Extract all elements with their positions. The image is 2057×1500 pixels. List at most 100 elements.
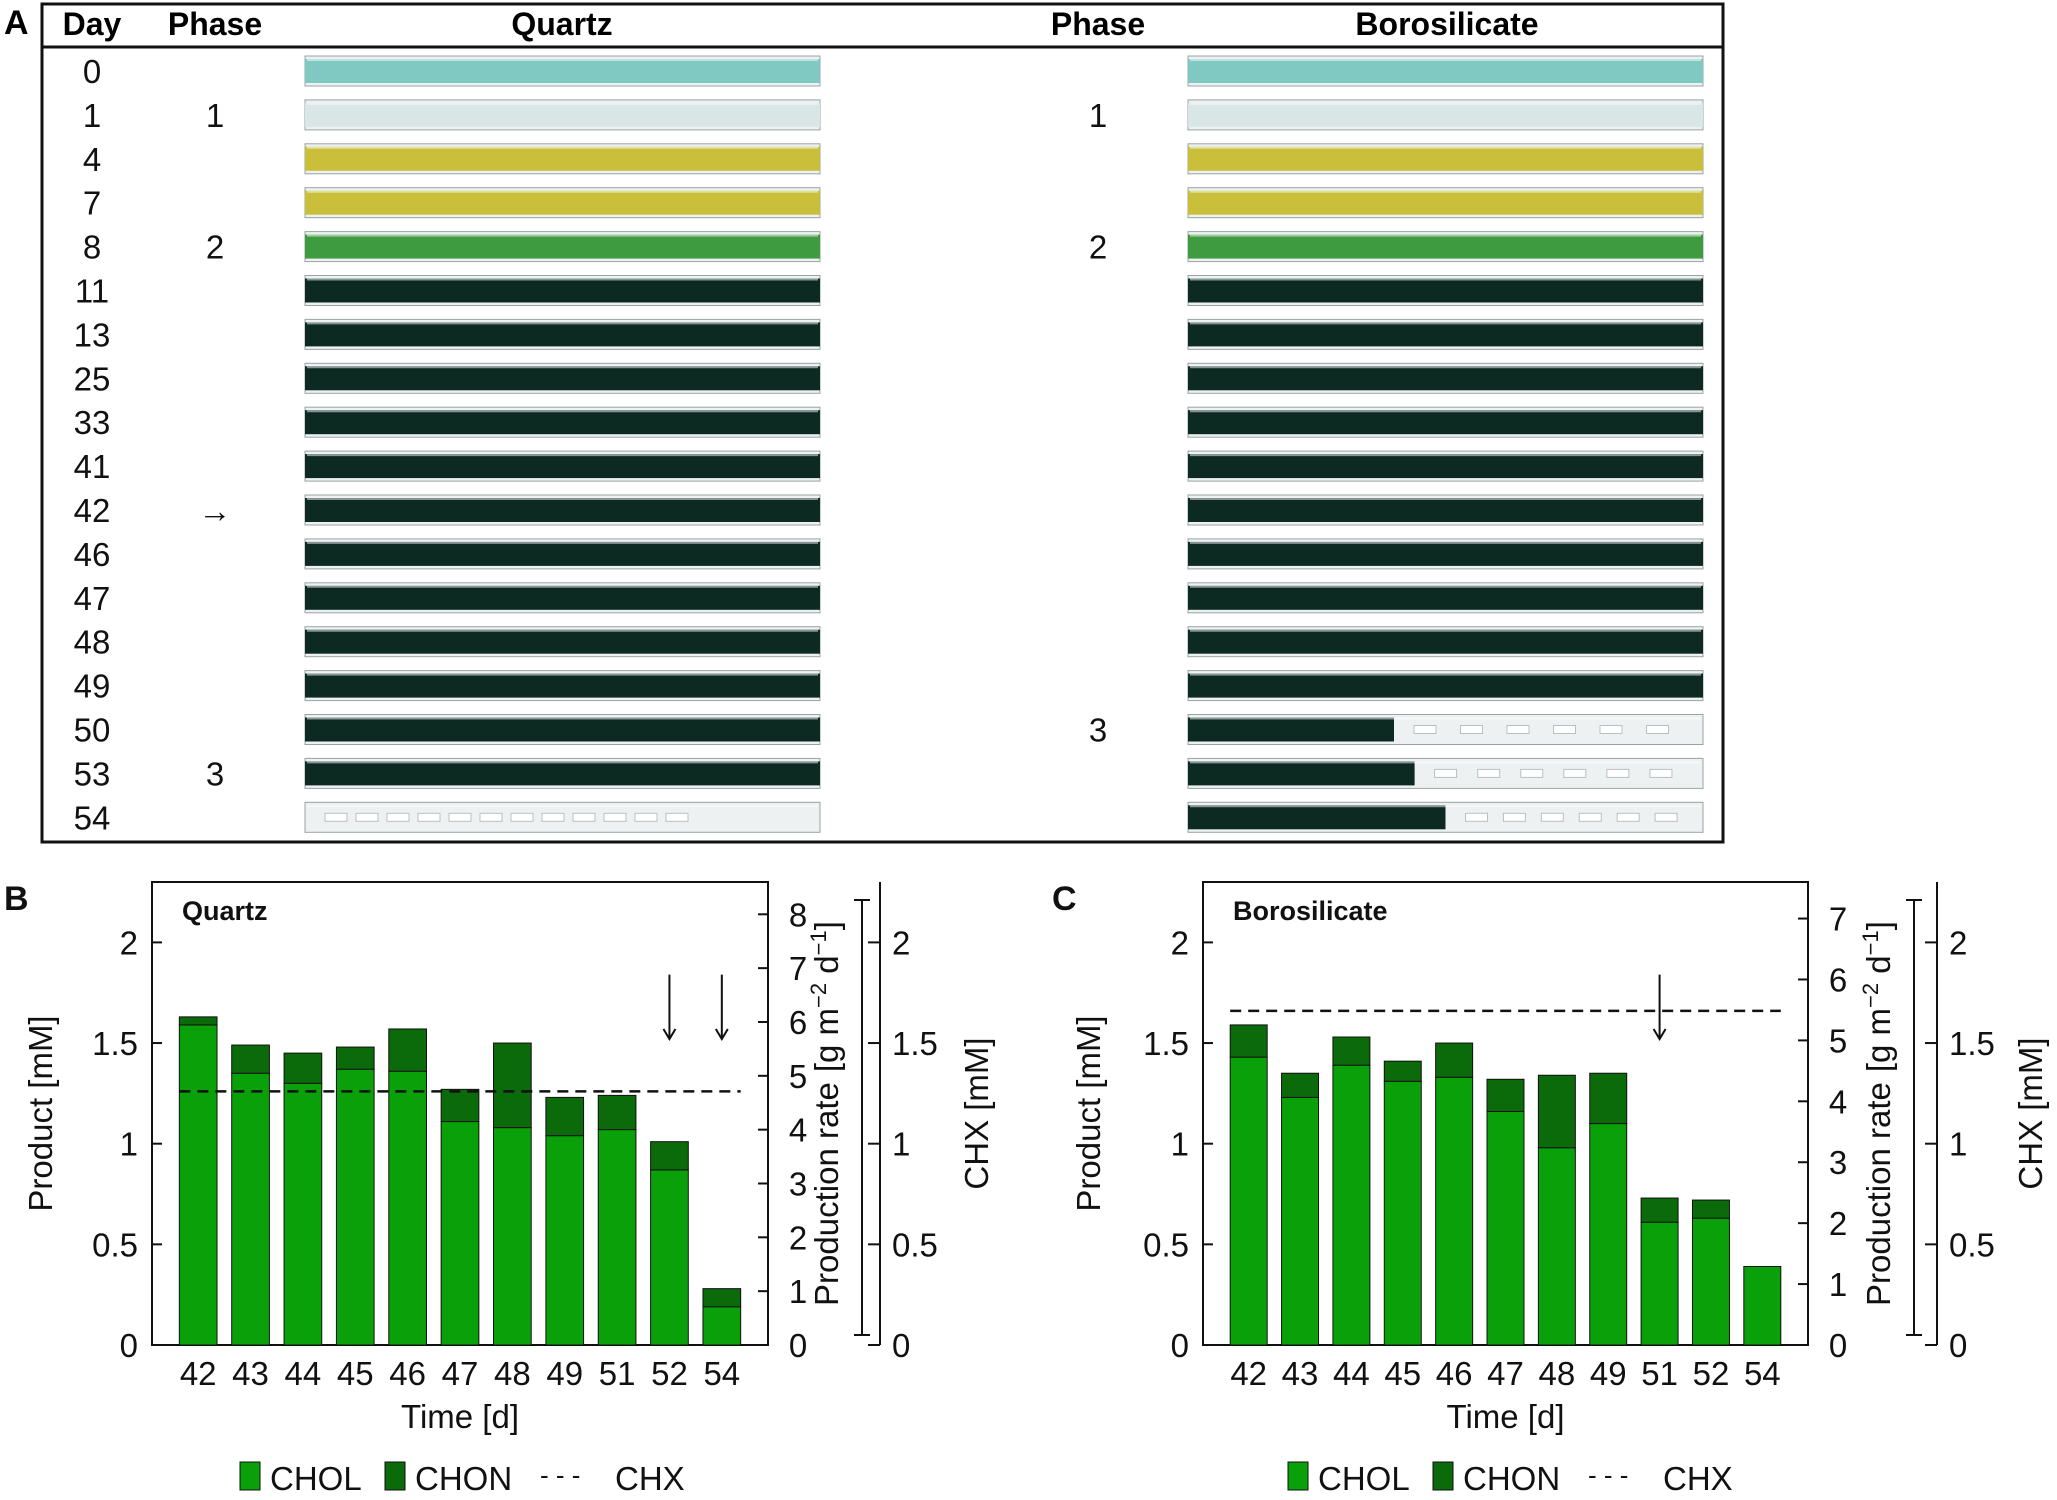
y3-tick-label: 2 [1949, 924, 1967, 961]
quartz-tube [304, 406, 821, 438]
borosilicate-tube-bubble [1465, 812, 1488, 822]
quartz-tube-liquid [305, 234, 820, 259]
y-tick-label: 0 [120, 1327, 138, 1364]
bar-chol [1229, 1056, 1268, 1346]
bar-chon [283, 1052, 323, 1084]
borosilicate-tube-bubble [1578, 812, 1602, 822]
row-day: 42 [74, 492, 111, 529]
quartz-tube-bubble [541, 812, 565, 822]
bar-group [545, 1096, 585, 1346]
borosilicate-tube [1187, 187, 1704, 219]
row-phase-quartz: 2 [206, 229, 224, 266]
y2-tick-label: 6 [789, 1004, 807, 1041]
panel-letter: B [4, 880, 29, 918]
legend-swatch-chon [384, 1461, 406, 1491]
y-tick-label: 1.5 [92, 1025, 138, 1062]
legend: CHOL CHON - - - CHX [1287, 1460, 1733, 1497]
tube-row: 33 [74, 404, 1704, 441]
y2-label-exp2: −1 [806, 930, 831, 955]
production-bracket [1906, 899, 1922, 1336]
bar-group [493, 1042, 532, 1346]
borosilicate-tube-liquid [1188, 410, 1703, 435]
y-tick-label: 0.5 [92, 1226, 138, 1263]
borosilicate-tube [1187, 670, 1704, 702]
row-phase-quartz: 1 [206, 97, 224, 134]
quartz-tube-bubble [324, 812, 348, 822]
bar-chol [1486, 1110, 1525, 1346]
x-tick-label: 54 [1744, 1355, 1781, 1392]
x-tick-label: 45 [1384, 1355, 1421, 1392]
bar-chon [1486, 1078, 1525, 1112]
borosilicate-tube-liquid [1188, 146, 1703, 171]
bar-chol [1332, 1064, 1371, 1346]
bar-chol [1383, 1080, 1422, 1346]
quartz-tube [304, 757, 821, 789]
y2-tick-label: 1 [1829, 1266, 1847, 1303]
quartz-tube-liquid [305, 190, 820, 215]
chart-b-content: B Quartz00.511.5201234567800.511.52Produc… [4, 880, 995, 1497]
y2-tick-label: 0 [789, 1327, 807, 1364]
borosilicate-tube-bubble [1649, 768, 1673, 778]
borosilicate-tube [1187, 406, 1704, 438]
bar-chon [231, 1044, 270, 1074]
borosilicate-tube-liquid [1188, 454, 1703, 479]
bar-chon [178, 1016, 218, 1026]
x-tick-label: 43 [232, 1355, 269, 1392]
legend: CHOL CHON - - - CHX [239, 1460, 685, 1497]
tube-row: 50 3 [74, 712, 1704, 749]
bar-chol [702, 1306, 742, 1346]
y2-tick-label: 8 [789, 896, 807, 933]
row-phase-borosilicate: 2 [1089, 229, 1107, 266]
x-axis-label: Time [d] [1447, 1398, 1565, 1435]
y2-label-close: ] [808, 921, 845, 930]
quartz-tube [304, 450, 821, 482]
tube-row: 11 [75, 273, 1704, 310]
y3-tick-label: 0 [892, 1327, 910, 1364]
quartz-tube-liquid [305, 585, 820, 610]
x-tick-label: 45 [337, 1355, 374, 1392]
borosilicate-tube-liquid [1188, 59, 1703, 83]
bar-chol [1537, 1147, 1576, 1346]
bar-chon [493, 1042, 532, 1129]
bar-chol [1640, 1221, 1679, 1346]
x-tick-label: 51 [599, 1355, 636, 1392]
borosilicate-tube [1187, 450, 1704, 482]
y2-tick-label: 4 [789, 1112, 807, 1149]
tube-row: 49 [74, 668, 1704, 705]
quartz-tube [304, 494, 821, 526]
panel-a: A Day Phase Quartz Phase Borosilicate 0 1… [4, 2, 1725, 844]
borosilicate-tube-bubble [1413, 725, 1437, 734]
quartz-tube [304, 801, 821, 833]
quartz-tube [304, 231, 821, 263]
borosilicate-tube [1187, 231, 1704, 263]
bar-group [1281, 1072, 1320, 1346]
borosilicate-tube-bubble [1616, 812, 1640, 822]
row-day: 4 [83, 141, 101, 178]
y3-axis-label: CHX [mM] [958, 1037, 995, 1189]
row-day: 0 [83, 53, 101, 90]
x-tick-label: 52 [1693, 1355, 1730, 1392]
y2-tick-label: 7 [789, 950, 807, 987]
tube-row: 4 [83, 141, 1704, 178]
row-day: 8 [83, 229, 101, 266]
y2-tick-label: 1 [789, 1273, 807, 1310]
bar-group [1435, 1042, 1474, 1346]
y2-tick-label: 4 [1829, 1083, 1847, 1120]
row-phase-quartz: 3 [206, 755, 224, 792]
bar-chon [1281, 1072, 1320, 1098]
y2-label-mid: d [808, 955, 845, 983]
quartz-tube-liquid [305, 146, 820, 171]
borosilicate-tube-bubble [1477, 768, 1501, 778]
y3-tick-label: 0 [1949, 1327, 1967, 1364]
bar-chon [1435, 1042, 1474, 1078]
quartz-tube [304, 362, 821, 394]
quartz-tube-bubble [510, 812, 534, 822]
quartz-tube-liquid [305, 498, 820, 522]
y3-tick-label: 1.5 [1949, 1025, 1995, 1062]
borosilicate-tube [1187, 801, 1704, 833]
bar-chon [650, 1141, 689, 1171]
legend-label-chx: CHX [615, 1460, 685, 1495]
borosilicate-tube [1187, 626, 1704, 658]
legend-label-chol: CHOL [270, 1460, 362, 1495]
